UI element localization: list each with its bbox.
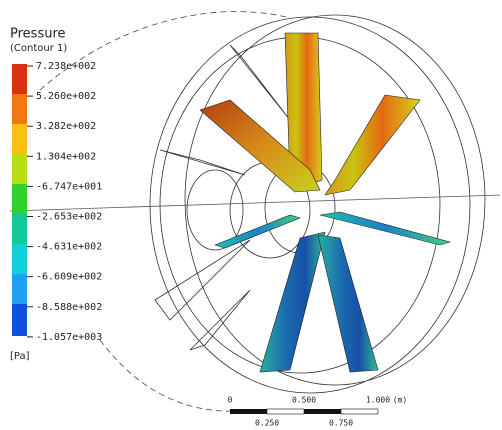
domain-outline [40, 12, 290, 90]
scale-label: 1.000 [366, 396, 390, 405]
legend-label: -8.588e+002 [36, 302, 102, 313]
blade [215, 215, 300, 248]
color-band [12, 274, 27, 304]
legend-label: -6.747e+001 [36, 181, 102, 192]
scale-unit: (m) [393, 396, 407, 405]
scale-label: 0 [228, 396, 233, 405]
scale-label: 0.750 [329, 419, 353, 428]
scale-segment [230, 409, 267, 414]
legend-labels: 7.238e+002 5.260e+002 3.282e+002 1.304e+002… [27, 61, 102, 343]
scale-segment [304, 409, 341, 414]
scale-bar: 0 0.500 1.000 (m) 0.250 0.750 [228, 396, 408, 428]
blade-outline [155, 45, 290, 350]
legend-label: -1.057e+003 [36, 332, 102, 343]
color-band [12, 124, 27, 154]
color-band [12, 184, 27, 214]
cfd-view: Pressure (Contour 1) 7.238e+002 5.260e+00… [0, 0, 502, 430]
color-band [12, 94, 27, 124]
color-band [12, 304, 27, 336]
blade [260, 232, 325, 372]
scale-segment [341, 409, 378, 414]
legend-label: 5.260e+002 [36, 91, 96, 102]
legend-label: -4.631e+002 [36, 242, 102, 253]
blade [318, 235, 378, 372]
scale-label: 0.250 [255, 419, 279, 428]
legend-label: -6.609e+002 [36, 272, 102, 283]
blade [325, 95, 420, 195]
axis-line [10, 195, 500, 211]
legend-label: 1.304e+002 [36, 151, 96, 162]
color-band [12, 214, 27, 244]
legend-title: Pressure [10, 27, 66, 42]
legend-subtitle: (Contour 1) [10, 43, 67, 54]
legend-label: 7.238e+002 [36, 61, 96, 72]
legend-label: 3.282e+002 [36, 121, 96, 132]
color-band [12, 244, 27, 274]
legend-label: -2.653e+002 [36, 212, 102, 223]
scale-label: 0.500 [292, 396, 316, 405]
scale-segment [267, 409, 304, 414]
legend-unit: [Pa] [10, 351, 30, 362]
color-band [12, 154, 27, 184]
color-band [12, 64, 27, 94]
blades [200, 33, 450, 372]
